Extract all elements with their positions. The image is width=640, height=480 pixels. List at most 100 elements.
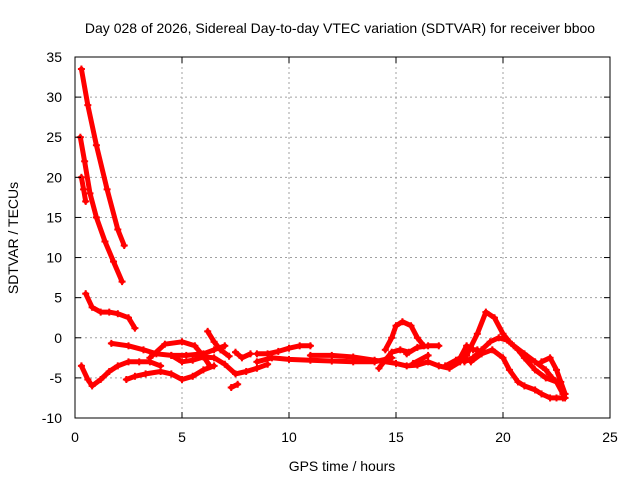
data-point [435,362,443,370]
data-point [84,101,92,109]
y-tick-label: -5 [50,370,63,386]
data-point [161,340,169,348]
data-point [488,346,496,354]
data-point [86,189,94,197]
data-point [167,351,175,359]
data-point [114,225,122,233]
data-point [125,342,132,350]
y-tick-labels: -10 -5 0 5 10 15 20 25 30 35 [42,49,62,426]
data-point [221,360,229,368]
data-point [81,157,89,165]
data-point [238,354,246,362]
data-point [478,350,486,358]
data-point [454,358,462,366]
data-point [413,334,421,342]
x-axis-label: GPS time / hours [289,458,396,474]
data-point [253,364,261,372]
y-tick-label: 35 [46,49,62,65]
data-point [118,278,126,286]
data-point [396,346,404,354]
series-track-22 [462,335,568,401]
data-point [392,359,400,367]
x-tick-labels: 0 5 10 15 20 25 [71,429,618,445]
data-point [210,354,218,362]
data-point [82,197,90,205]
data-point [105,367,113,375]
y-tick-label: -10 [42,410,62,426]
data-point [559,394,567,402]
data-point [84,375,92,383]
data-point [546,394,554,402]
y-tick-label: 20 [46,169,62,185]
data-point [157,367,165,375]
data-point [274,347,282,355]
data-point [349,353,357,361]
data-point [146,354,154,362]
y-tick-label: 15 [46,209,62,225]
data-point [125,358,132,366]
data-series [76,65,569,402]
data-point [189,372,197,380]
data-point [135,358,143,366]
data-point [114,310,122,318]
data-point [499,354,507,362]
data-point [486,338,494,346]
y-tick-label: 0 [54,330,62,346]
series-track-4 [83,291,138,331]
data-point [388,334,396,342]
data-point [182,351,190,359]
data-point [510,342,518,350]
data-point [531,386,539,394]
x-tick-label: 20 [495,429,511,445]
data-point [388,348,396,356]
data-point [204,327,212,335]
data-point [520,350,528,358]
data-point [122,375,130,383]
y-axis-label: SDTVAR / TECUs [5,182,21,294]
series-track-5 [78,359,164,389]
data-point [407,322,415,330]
data-point [92,213,100,221]
data-point [191,342,199,350]
data-point [548,374,556,382]
data-point [232,370,239,378]
data-point [199,366,207,374]
data-point [403,350,411,358]
data-point [120,242,128,250]
data-point [514,378,522,386]
data-point [131,324,139,332]
data-point [242,367,250,375]
data-point [441,362,449,370]
data-point [101,238,109,246]
data-point [107,339,115,347]
y-tick-label: 30 [46,89,62,105]
data-point [371,356,379,364]
data-point [210,346,218,354]
chart-title: Day 028 of 2026, Sidereal Day-to-day VTE… [85,20,595,36]
data-point [77,65,85,73]
data-point [538,390,546,398]
data-point [253,350,261,358]
series-track-13 [254,343,313,357]
data-point [503,336,511,344]
data-point [110,258,118,266]
data-point [542,374,550,382]
data-point [561,390,569,398]
data-point [88,303,96,311]
data-point [409,359,417,367]
data-point [77,362,85,370]
y-tick-label: 10 [46,250,62,266]
data-point [520,382,528,390]
grid [75,57,610,418]
data-point [538,358,546,366]
series-track-9 [168,352,271,377]
data-point [139,346,147,354]
data-point [553,394,560,402]
data-point [178,338,186,346]
data-point [88,382,96,390]
series-track-18 [404,343,442,357]
data-point [82,290,90,298]
data-point [557,378,565,386]
data-point [285,344,293,352]
